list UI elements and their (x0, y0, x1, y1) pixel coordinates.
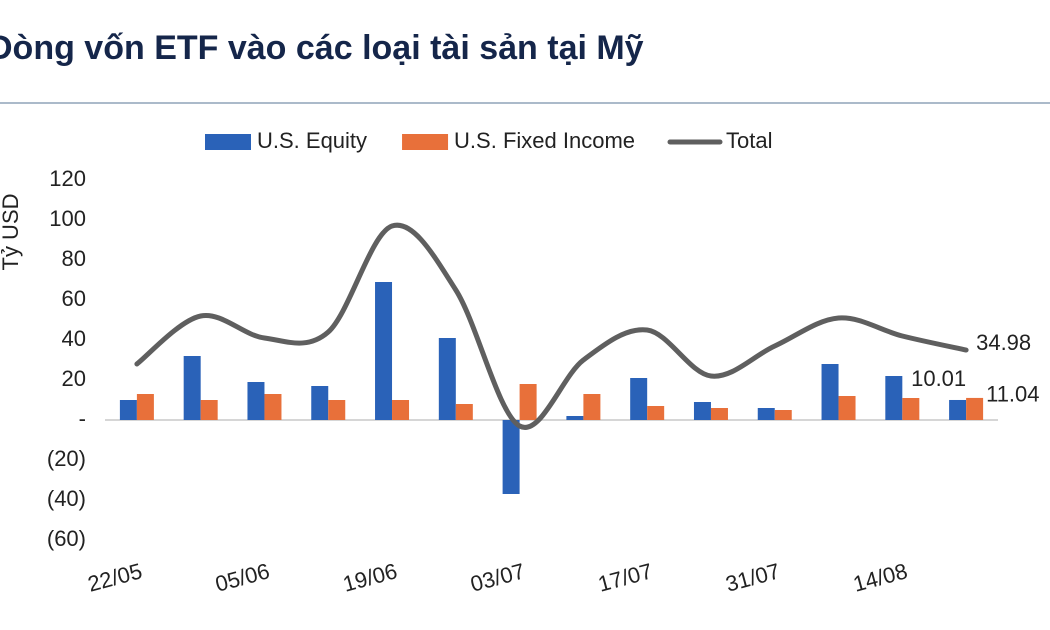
bar (902, 398, 920, 420)
bar (885, 376, 903, 420)
value-label: 10.01 (911, 366, 966, 391)
bar (311, 386, 329, 420)
bar (774, 410, 792, 420)
bar (502, 420, 520, 494)
chart-title: Dòng vốn ETF vào các loại tài sản tại Mỹ (0, 29, 644, 67)
legend-label: Total (726, 128, 772, 153)
bar (630, 378, 648, 420)
y-tick-label: (20) (47, 446, 86, 471)
bar (375, 282, 393, 420)
legend-label: U.S. Equity (257, 128, 367, 153)
y-tick-label: 40 (62, 326, 86, 351)
bar (583, 394, 601, 420)
x-tick-label: 31/07 (723, 558, 783, 596)
bar (328, 400, 346, 420)
bar (757, 408, 775, 420)
y-tick-label: (60) (47, 526, 86, 551)
bar (183, 356, 201, 420)
bar (566, 416, 584, 420)
y-axis-label: Tỷ USD (0, 194, 23, 271)
bar (949, 399, 967, 420)
bar (200, 400, 218, 420)
bar (119, 400, 137, 420)
y-tick-label: 20 (62, 366, 86, 391)
bar (710, 408, 728, 420)
x-tick-label: 19/06 (340, 558, 400, 596)
bar (821, 364, 839, 420)
bar (136, 394, 154, 420)
bar (438, 338, 456, 420)
y-tick-label: 60 (62, 286, 86, 311)
x-tick-label: 14/08 (850, 558, 910, 596)
bar (455, 404, 473, 420)
bar (966, 397, 984, 420)
y-tick-label: (40) (47, 486, 86, 511)
bar (693, 402, 711, 420)
bar (392, 400, 410, 420)
legend-swatch (402, 134, 449, 150)
bar (264, 394, 282, 420)
value-label: 11.04 (986, 382, 1039, 407)
bar (247, 382, 265, 420)
x-tick-label: 17/07 (595, 558, 655, 596)
legend-label: U.S. Fixed Income (454, 128, 635, 153)
x-tick-label: 05/06 (213, 558, 273, 596)
bar (647, 406, 665, 420)
x-tick-label: 03/07 (468, 558, 528, 596)
y-tick-label: 120 (49, 166, 86, 191)
legend-swatch (205, 134, 251, 150)
y-tick-label: - (79, 406, 86, 431)
y-tick-label: 100 (49, 206, 86, 231)
x-tick-label: 22/05 (85, 558, 145, 596)
value-label: 34.98 (976, 330, 1031, 355)
total-line (134, 222, 969, 430)
bar (838, 396, 856, 420)
bar (519, 384, 537, 420)
y-tick-label: 80 (62, 246, 86, 271)
